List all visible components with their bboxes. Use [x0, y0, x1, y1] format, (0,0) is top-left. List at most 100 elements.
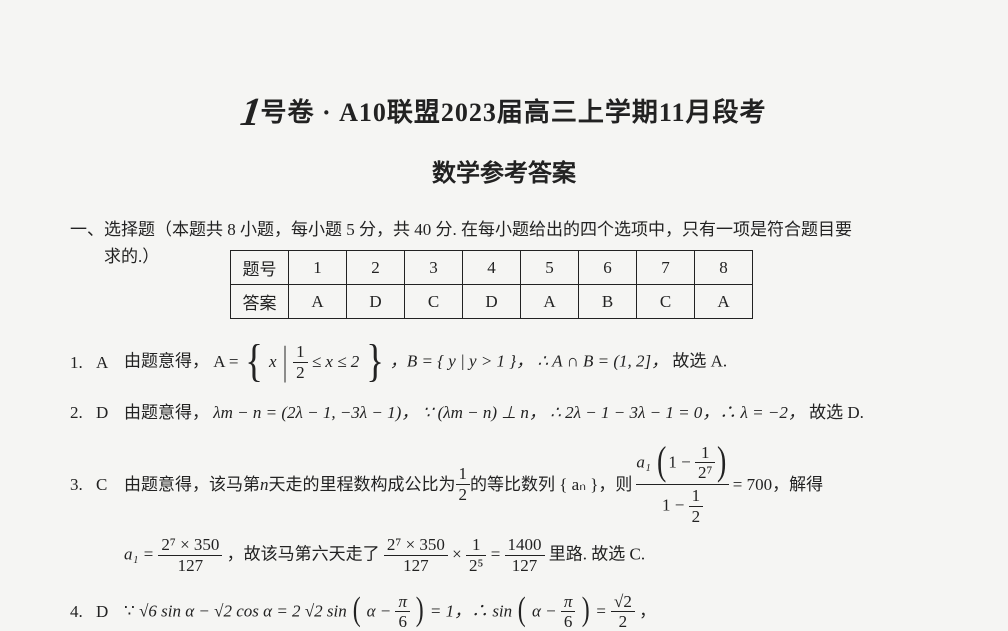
- text: 解得: [789, 472, 823, 498]
- text: ≤ x ≤ 2: [312, 352, 359, 371]
- answer-table-cell: A: [521, 285, 579, 319]
- sqrt: √2: [305, 601, 323, 620]
- item-answer-letter: C: [96, 472, 124, 498]
- numerator: π: [561, 593, 576, 613]
- fraction: √22: [611, 593, 635, 631]
- numerator: 1: [689, 487, 704, 507]
- text: sin: [327, 601, 347, 620]
- fraction: 1400127: [505, 536, 545, 575]
- conclusion-expr: ∴ A ∩ B = (1, 2]，: [537, 352, 668, 371]
- denominator: 2: [456, 485, 471, 504]
- text: 的等比数列 { aₙ }，则: [470, 472, 632, 498]
- text: A =: [213, 352, 242, 371]
- section-1-label: 一、: [70, 216, 104, 243]
- text: sin α −: [161, 601, 214, 620]
- text: = 1，∴ sin: [430, 601, 512, 620]
- text: =: [595, 601, 611, 620]
- denominator: 2: [689, 507, 704, 526]
- text: x: [269, 352, 277, 371]
- answer-table-answer-label: 答案: [231, 285, 289, 319]
- fraction: 2⁷ × 350127: [384, 536, 448, 575]
- page: 1号卷 · A10联盟2023届高三上学期11月段考 数学参考答案 一、 选择题…: [0, 0, 1008, 631]
- sqrt: √2: [214, 601, 232, 620]
- section-1-instruction: 选择题（本题共 8 小题，每小题 5 分，共 40 分. 在每小题给出的四个选项…: [104, 216, 852, 270]
- item-answer-letter: D: [96, 599, 124, 625]
- big-numerator: a₁ (1 − 12⁷): [636, 444, 728, 483]
- answer-table-cell: C: [405, 285, 463, 319]
- set-A-expr: A = { x | 12 ≤ x ≤ 2 }: [213, 352, 390, 371]
- fraction: 12: [689, 487, 704, 526]
- solution-item-3: 3. C 由题意得，该马第 n 天走的里程数构成公比为 12 的等比数列 { a…: [70, 444, 938, 526]
- denominator: 2⁷: [695, 463, 715, 482]
- numerator: π: [395, 593, 410, 613]
- text: α −: [532, 601, 561, 620]
- item-body: ∵ √6 sin α − √2 cos α = 2 √2 sin ( α − π…: [124, 593, 938, 631]
- text: a₁ =: [124, 544, 158, 563]
- logo-glyph: 1: [238, 88, 266, 135]
- numerator: 1: [293, 343, 308, 363]
- item-number: 3.: [70, 472, 96, 498]
- denominator: 6: [561, 612, 576, 631]
- denominator: 2: [293, 363, 308, 382]
- section-1-instruction-l1: 选择题（本题共 8 小题，每小题 5 分，共 40 分. 在每小题给出的四个选项…: [104, 220, 852, 239]
- text: ，故该马第六天走了: [227, 544, 384, 563]
- text: α −: [367, 601, 396, 620]
- item-number: 2.: [70, 400, 96, 426]
- text: a₁: [636, 452, 650, 471]
- sqrt: √6: [139, 601, 157, 620]
- numerator: 1400: [505, 536, 545, 556]
- answer-table-cell: D: [463, 285, 521, 319]
- text: ×: [452, 544, 466, 563]
- var-n: n: [260, 472, 269, 498]
- denominator: 2⁵: [466, 556, 486, 575]
- item-answer-letter: A: [96, 350, 124, 376]
- section-1-header: 一、 选择题（本题共 8 小题，每小题 5 分，共 40 分. 在每小题给出的四…: [70, 216, 938, 270]
- fraction: 12⁷: [695, 444, 715, 483]
- denominator: 2: [611, 612, 635, 631]
- expr: λm − n = (2λ − 1, −3λ − 1)，: [213, 403, 418, 422]
- fraction: π6: [561, 593, 576, 631]
- solution-item-3-line2: a₁ = 2⁷ × 350127 ，故该马第六天走了 2⁷ × 350127 ×…: [124, 536, 938, 575]
- text: cos α = 2: [236, 601, 300, 620]
- item-lead: 由题意得，: [124, 403, 209, 422]
- fraction-bar-icon: [636, 484, 728, 485]
- numerator: 1: [466, 536, 486, 556]
- solution-item-1: 1. A 由题意得， A = { x | 12 ≤ x ≤ 2 } ，B = {…: [70, 343, 938, 382]
- text: =: [491, 544, 505, 563]
- text: 里路. 故选 C.: [549, 544, 645, 563]
- title-text: 号卷 · A10联盟2023届高三上学期11月段考: [260, 98, 766, 127]
- main-title: 1号卷 · A10联盟2023届高三上学期11月段考: [70, 88, 938, 135]
- text: 由题意得，该马第: [124, 472, 260, 498]
- denominator: 127: [384, 556, 448, 575]
- solution-item-4: 4. D ∵ √6 sin α − √2 cos α = 2 √2 sin ( …: [70, 593, 938, 631]
- text: ∵: [124, 601, 139, 620]
- denominator: 127: [158, 556, 222, 575]
- big-denominator: 1 − 12: [636, 487, 728, 526]
- answer-table-cell: A: [289, 285, 347, 319]
- item-number: 4.: [70, 599, 96, 625]
- fraction: 12⁵: [466, 536, 486, 575]
- denominator: 127: [505, 556, 545, 575]
- item-body: 由题意得，该马第 n 天走的里程数构成公比为 12 的等比数列 { aₙ }，则…: [124, 444, 938, 526]
- fraction: 12: [456, 465, 471, 504]
- item-number: 1.: [70, 350, 96, 376]
- item-body: 由题意得， λm − n = (2λ − 1, −3λ − 1)， ∵ (λm …: [124, 400, 938, 426]
- denominator: 6: [395, 612, 410, 631]
- solution-item-2: 2. D 由题意得， λm − n = (2λ − 1, −3λ − 1)， ∵…: [70, 400, 938, 426]
- geometric-sum-fraction: a₁ (1 − 12⁷) 1 − 12: [636, 444, 728, 526]
- item-answer-letter: D: [96, 400, 124, 426]
- fraction: 2⁷ × 350127: [158, 536, 222, 575]
- text: = 700，: [733, 472, 789, 498]
- set-B-expr: ，B = { y | y > 1 }，: [390, 352, 533, 371]
- subtitle: 数学参考答案: [70, 153, 938, 188]
- answer-table-cell: D: [347, 285, 405, 319]
- numerator: 2⁷ × 350: [158, 536, 222, 556]
- expr: ∵ (λm − n) ⊥ n，: [423, 403, 546, 422]
- text: 天走的里程数构成公比为: [269, 472, 456, 498]
- item-lead: 由题意得，: [124, 352, 209, 371]
- answer-table-cell: A: [695, 285, 753, 319]
- item-tail: 故选 A.: [672, 352, 727, 371]
- table-row: 答案 A D C D A B C A: [231, 285, 753, 319]
- section-1-instruction-l2: 求的.）: [104, 247, 159, 266]
- numerator: 1: [456, 465, 471, 485]
